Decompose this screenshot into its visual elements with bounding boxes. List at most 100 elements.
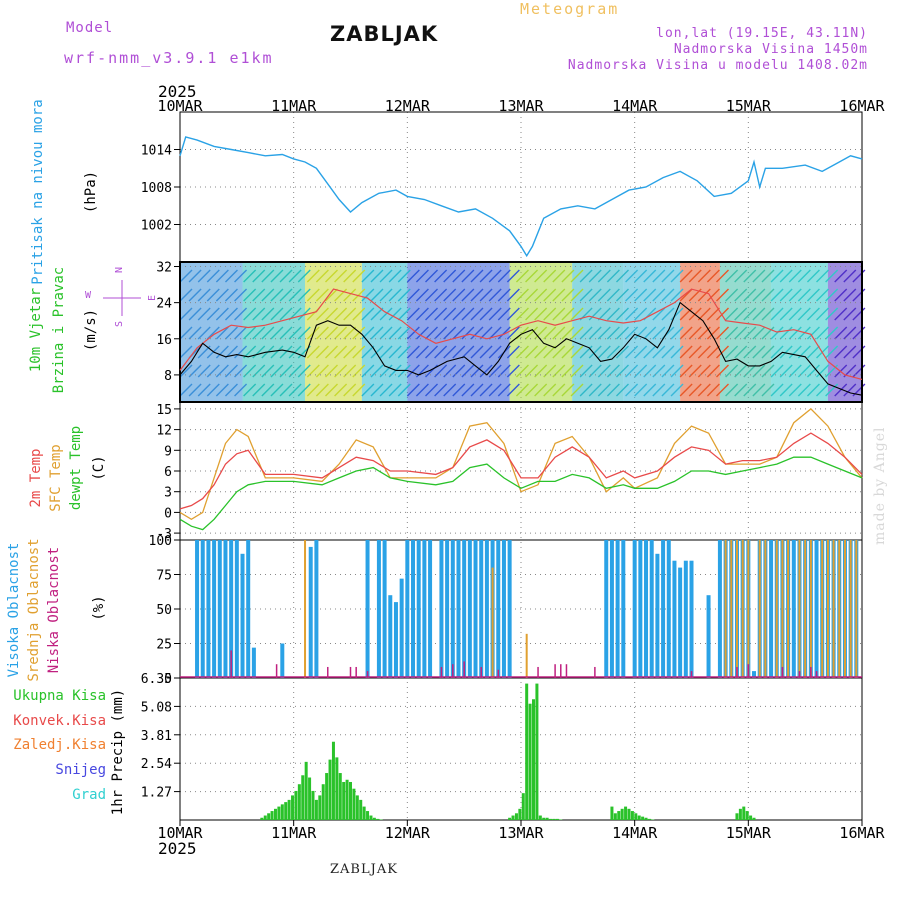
wind-barb	[206, 326, 220, 340]
wind-barb	[679, 269, 693, 283]
precip-bar	[627, 808, 631, 820]
wind-barb	[806, 288, 820, 302]
cloud-bar	[234, 540, 239, 678]
precip-bar	[610, 806, 614, 820]
wind-barb	[388, 307, 402, 321]
cloud-bar	[604, 540, 609, 678]
wind-barb	[506, 345, 520, 359]
cloud-bar	[304, 540, 307, 678]
wind-barb	[461, 364, 475, 378]
wind-barb	[752, 269, 766, 283]
wind-barb	[261, 364, 275, 378]
wind-barb	[270, 326, 284, 340]
cloud-bar	[621, 540, 626, 678]
y-tick-label: 24	[156, 297, 172, 312]
wind-barb	[479, 345, 493, 359]
wind-barb	[597, 326, 611, 340]
wind-barb	[415, 345, 429, 359]
precip-bar	[287, 799, 291, 820]
precip-bar	[538, 815, 542, 820]
wind-barb	[279, 307, 293, 321]
wind-barb	[734, 288, 748, 302]
wind-barb	[743, 383, 757, 397]
wind-barb	[388, 345, 402, 359]
wind-barb	[525, 383, 539, 397]
precip-legend-item: Snijeg	[55, 762, 106, 778]
wind-barb	[179, 288, 193, 302]
cloud-bar	[730, 540, 733, 678]
precip-bar	[297, 784, 301, 820]
wind-barb	[197, 288, 211, 302]
precip-bar	[294, 790, 298, 820]
wind-barb	[179, 326, 193, 340]
wind-barb	[561, 269, 575, 283]
wind-barb	[352, 345, 366, 359]
wind-barb	[334, 307, 348, 321]
precip-bar	[508, 817, 512, 820]
cloud-bar	[661, 540, 666, 678]
y-tick-label: 1008	[141, 181, 172, 196]
wind-barb	[406, 307, 420, 321]
cloud-low-label: Niska Oblacnost	[46, 547, 62, 673]
wind-barb	[725, 383, 739, 397]
wind-barb	[234, 364, 248, 378]
precip-bar	[352, 788, 356, 820]
wind-barb	[243, 307, 257, 321]
wind-barb	[479, 288, 493, 302]
wind-barb	[588, 383, 602, 397]
wind-axis-label-1: 10m Vjetar	[28, 288, 44, 372]
wind-barb	[734, 364, 748, 378]
wind-barb	[488, 345, 502, 359]
cloud-bar	[781, 666, 784, 678]
wind-barb	[525, 269, 539, 283]
wind-barb	[525, 288, 539, 302]
precip-bar	[366, 811, 370, 820]
wind-barb	[843, 383, 857, 397]
cloud-bar	[615, 540, 620, 678]
cloud-bar	[212, 540, 217, 678]
cloud-bar	[422, 540, 427, 678]
precip-bar	[318, 795, 322, 820]
wind-barb	[561, 345, 575, 359]
wind-unit-label: (m/s)	[83, 309, 99, 351]
wind-barb	[697, 288, 711, 302]
wind-barb	[270, 288, 284, 302]
precip-bar	[738, 808, 742, 820]
cloud-bar	[672, 560, 677, 678]
precip-bar	[521, 793, 525, 820]
wind-barb	[297, 383, 311, 397]
wind-barb	[234, 345, 248, 359]
wind-barb	[634, 307, 648, 321]
wind-barb	[197, 269, 211, 283]
wind-barb	[615, 288, 629, 302]
wind-barb	[661, 269, 675, 283]
cloud-bar	[439, 540, 444, 678]
cloud-bar	[473, 540, 478, 678]
wind-barb	[370, 364, 384, 378]
wind-barb	[806, 345, 820, 359]
wind-barb	[234, 326, 248, 340]
wind-barb	[324, 326, 338, 340]
wind-barb	[834, 383, 848, 397]
wind-barb	[679, 288, 693, 302]
wind-barb	[370, 288, 384, 302]
wind-barb	[334, 345, 348, 359]
precip-legend-item: Ukupna Kisa	[13, 688, 106, 704]
wind-barb	[661, 345, 675, 359]
wind-barb	[215, 288, 229, 302]
precip-bar	[555, 818, 559, 820]
wind-barb	[734, 307, 748, 321]
wind-barb	[224, 307, 238, 321]
wind-barb	[652, 364, 666, 378]
wind-barb	[352, 383, 366, 397]
wind-barb	[579, 383, 593, 397]
wind-barb	[570, 383, 584, 397]
wind-barb	[488, 326, 502, 340]
wind-barb	[452, 383, 466, 397]
wind-barb	[279, 364, 293, 378]
station-coords: lon,lat (19.15E, 43.11N)	[656, 26, 868, 41]
wind-barb	[670, 364, 684, 378]
wind-barb	[361, 345, 375, 359]
precip-bar	[342, 781, 346, 820]
wind-barb	[288, 345, 302, 359]
